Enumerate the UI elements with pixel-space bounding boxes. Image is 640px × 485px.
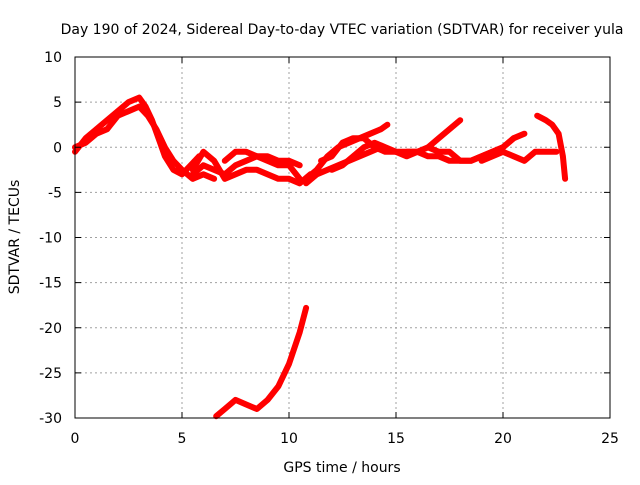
series-line-mid-b bbox=[189, 148, 314, 187]
y-tick-label: -20 bbox=[39, 321, 62, 337]
y-tick-label: -5 bbox=[48, 185, 62, 201]
y-tick-label: -15 bbox=[39, 276, 62, 292]
x-tick-label: 10 bbox=[280, 431, 298, 447]
y-axis-label: SDTVAR / TECUs bbox=[7, 180, 23, 295]
series-line-end-arc bbox=[534, 112, 569, 182]
x-tick-label: 15 bbox=[387, 431, 405, 447]
x-tick-label: 25 bbox=[601, 431, 619, 447]
y-tick-label: 5 bbox=[53, 95, 62, 111]
series-layer bbox=[72, 94, 569, 420]
series-line-main-upper bbox=[72, 94, 203, 178]
y-tick-label: -10 bbox=[39, 231, 62, 247]
x-tick-label: 0 bbox=[71, 431, 80, 447]
chart-title: Day 190 of 2024, Sidereal Day-to-day VTE… bbox=[61, 22, 624, 38]
series-line-low-arc bbox=[213, 304, 310, 420]
series-line-arc-f bbox=[425, 130, 528, 164]
x-tick-label: 20 bbox=[494, 431, 512, 447]
series-line-mid-a bbox=[189, 153, 303, 182]
series-line-mid-c bbox=[221, 148, 303, 169]
y-tick-label: -30 bbox=[39, 411, 62, 427]
x-tick-label: 5 bbox=[178, 431, 187, 447]
grid-layer bbox=[75, 57, 610, 418]
series-line-arc-g bbox=[478, 148, 560, 164]
series-line-main-lower bbox=[72, 103, 218, 182]
y-tick-label: -25 bbox=[39, 366, 62, 382]
tick-layer: 0 5 10 15 20 25 -30 -25 -20 -15 -10 -5 0 5 10 bbox=[39, 50, 619, 447]
y-tick-label: 10 bbox=[44, 50, 62, 66]
x-axis-label: GPS time / hours bbox=[283, 460, 400, 476]
series-line-arc-d bbox=[328, 117, 464, 173]
y-tick-label: 0 bbox=[53, 140, 62, 156]
